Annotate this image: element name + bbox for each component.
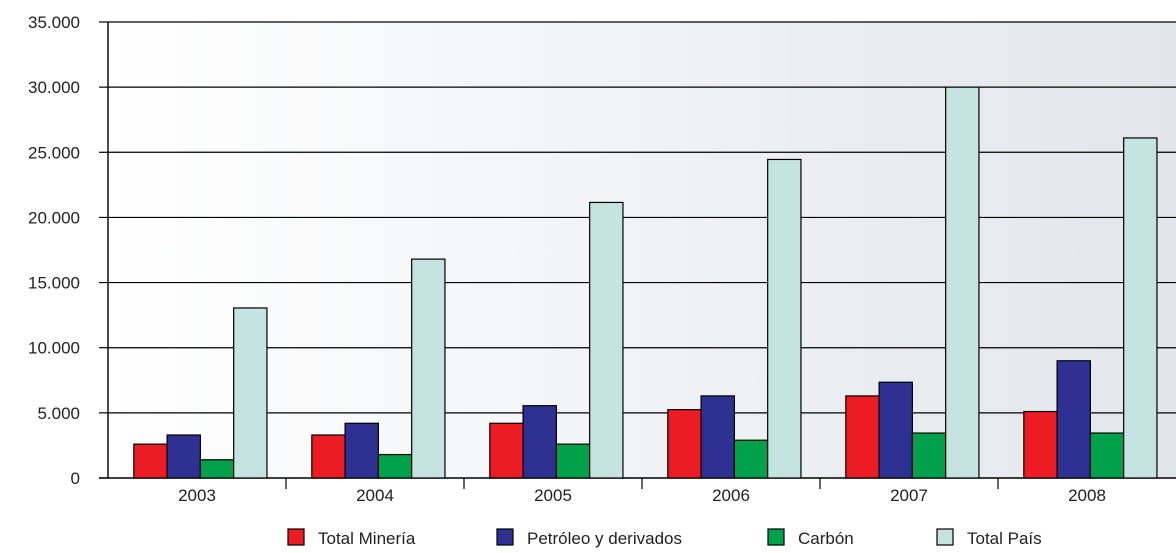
x-tick-label: 2006 bbox=[712, 486, 750, 505]
x-tick-label: 2004 bbox=[356, 486, 394, 505]
x-tick-label: 2003 bbox=[178, 486, 216, 505]
bar bbox=[1089, 432, 1125, 479]
x-axis: 2003 2004 2005 2006 2007 2008 bbox=[99, 22, 1176, 505]
legend-label: Total País bbox=[967, 529, 1042, 548]
bar bbox=[589, 201, 624, 479]
bar bbox=[1056, 360, 1091, 479]
bar bbox=[489, 422, 524, 479]
bar bbox=[233, 307, 268, 479]
bar bbox=[344, 422, 379, 479]
bar bbox=[767, 158, 802, 479]
legend-swatch bbox=[936, 528, 954, 546]
legend-swatch bbox=[767, 528, 785, 546]
plot-area bbox=[108, 22, 1176, 478]
legend-swatch bbox=[287, 528, 305, 546]
y-tick-label: 5.000 bbox=[37, 404, 80, 423]
bar bbox=[911, 432, 947, 479]
y-tick-label: 20.000 bbox=[28, 208, 80, 227]
legend-swatch bbox=[496, 528, 514, 546]
bar bbox=[700, 395, 735, 479]
legend-label: Petróleo y derivados bbox=[527, 529, 682, 548]
bar bbox=[733, 439, 769, 479]
x-tick-label: 2008 bbox=[1068, 486, 1106, 505]
y-axis: 0 5.000 10.000 15.000 20.000 25.000 30.000 35.0… bbox=[28, 13, 108, 488]
legend: Total Minería Petróleo y derivados Carbón T… bbox=[287, 528, 1042, 548]
y-tick-label: 35.000 bbox=[28, 13, 80, 32]
bar bbox=[1123, 137, 1158, 479]
bar bbox=[199, 459, 235, 479]
x-tick-label: 2005 bbox=[534, 486, 572, 505]
y-tick-label: 25.000 bbox=[28, 143, 80, 162]
bar bbox=[522, 405, 557, 479]
bar bbox=[133, 443, 168, 479]
bar bbox=[411, 258, 446, 479]
legend-label: Total Minería bbox=[318, 529, 416, 548]
bar bbox=[845, 395, 880, 479]
gridlines bbox=[108, 21, 1176, 414]
legend-label: Carbón bbox=[798, 529, 854, 548]
bars bbox=[133, 86, 1158, 479]
bar bbox=[667, 409, 702, 479]
y-tick-label: 10.000 bbox=[28, 339, 80, 358]
bar bbox=[1023, 410, 1058, 479]
y-tick-label: 30.000 bbox=[28, 78, 80, 97]
x-tick-label: 2007 bbox=[890, 486, 928, 505]
bar bbox=[377, 453, 413, 479]
y-tick-label: 15.000 bbox=[28, 274, 80, 293]
bar bbox=[878, 381, 913, 479]
bar bbox=[166, 434, 201, 479]
bar bbox=[555, 443, 591, 479]
bar bbox=[311, 434, 346, 479]
y-tick-label: 0 bbox=[71, 469, 80, 488]
bar bbox=[945, 86, 980, 479]
